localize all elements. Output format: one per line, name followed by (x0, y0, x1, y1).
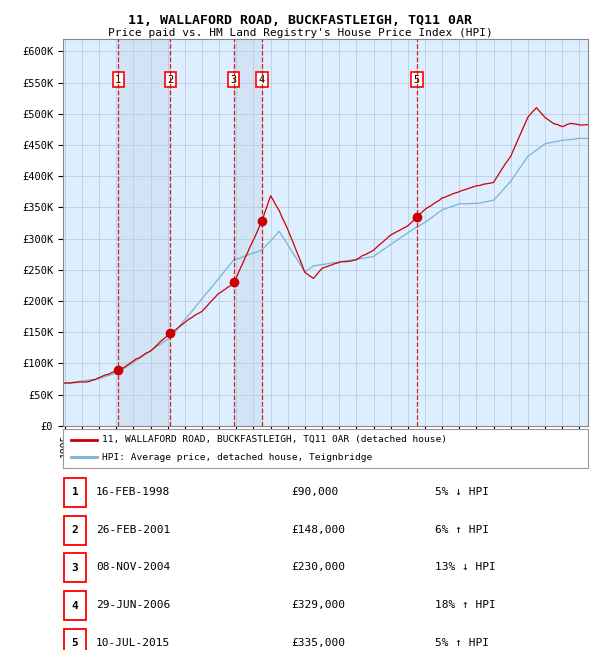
Text: £230,000: £230,000 (291, 562, 345, 573)
Text: 6% ↑ HPI: 6% ↑ HPI (435, 525, 489, 535)
Text: HPI: Average price, detached house, Teignbridge: HPI: Average price, detached house, Teig… (103, 453, 373, 462)
Text: £148,000: £148,000 (291, 525, 345, 535)
Text: 08-NOV-2004: 08-NOV-2004 (96, 562, 170, 573)
Text: 4: 4 (259, 75, 265, 84)
FancyBboxPatch shape (64, 478, 86, 507)
Text: 5% ↑ HPI: 5% ↑ HPI (435, 638, 489, 648)
Text: 4: 4 (71, 601, 79, 610)
Text: 5: 5 (413, 75, 420, 84)
Text: 3: 3 (230, 75, 237, 84)
Text: 1: 1 (115, 75, 121, 84)
Text: 13% ↓ HPI: 13% ↓ HPI (435, 562, 496, 573)
Text: 5: 5 (71, 638, 79, 648)
FancyBboxPatch shape (64, 515, 86, 545)
Text: 29-JUN-2006: 29-JUN-2006 (96, 600, 170, 610)
Bar (234, 39, 262, 426)
Text: 5% ↓ HPI: 5% ↓ HPI (435, 487, 489, 497)
FancyBboxPatch shape (64, 629, 86, 650)
Text: 2: 2 (71, 525, 79, 535)
Text: 1: 1 (71, 488, 79, 497)
FancyBboxPatch shape (63, 429, 588, 468)
Text: 10-JUL-2015: 10-JUL-2015 (96, 638, 170, 648)
Text: 16-FEB-1998: 16-FEB-1998 (96, 487, 170, 497)
Text: 11, WALLAFORD ROAD, BUCKFASTLEIGH, TQ11 0AR (detached house): 11, WALLAFORD ROAD, BUCKFASTLEIGH, TQ11 … (103, 435, 448, 444)
Text: 26-FEB-2001: 26-FEB-2001 (96, 525, 170, 535)
Text: £335,000: £335,000 (291, 638, 345, 648)
Text: 11, WALLAFORD ROAD, BUCKFASTLEIGH, TQ11 0AR: 11, WALLAFORD ROAD, BUCKFASTLEIGH, TQ11 … (128, 14, 472, 27)
Text: 18% ↑ HPI: 18% ↑ HPI (435, 600, 496, 610)
Text: 3: 3 (71, 563, 79, 573)
Text: £329,000: £329,000 (291, 600, 345, 610)
FancyBboxPatch shape (64, 591, 86, 620)
Text: £90,000: £90,000 (291, 487, 338, 497)
Bar (118, 39, 170, 426)
FancyBboxPatch shape (64, 553, 86, 582)
Text: Price paid vs. HM Land Registry's House Price Index (HPI): Price paid vs. HM Land Registry's House … (107, 28, 493, 38)
Text: 2: 2 (167, 75, 173, 84)
